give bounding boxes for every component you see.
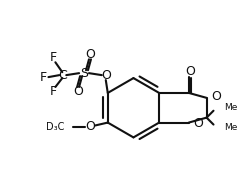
Text: C: C — [58, 69, 67, 82]
Text: O: O — [211, 90, 222, 103]
Text: D₃C: D₃C — [46, 122, 64, 132]
Text: O: O — [85, 120, 95, 133]
Text: F: F — [50, 51, 57, 64]
Text: F: F — [50, 85, 57, 98]
Text: O: O — [185, 65, 195, 78]
Text: O: O — [85, 48, 95, 61]
Text: F: F — [40, 71, 47, 84]
Text: Me: Me — [224, 103, 238, 112]
Text: O: O — [101, 69, 111, 82]
Text: Me: Me — [224, 123, 238, 132]
Text: O: O — [73, 85, 83, 98]
Text: O: O — [194, 117, 204, 130]
Text: S: S — [80, 67, 88, 80]
